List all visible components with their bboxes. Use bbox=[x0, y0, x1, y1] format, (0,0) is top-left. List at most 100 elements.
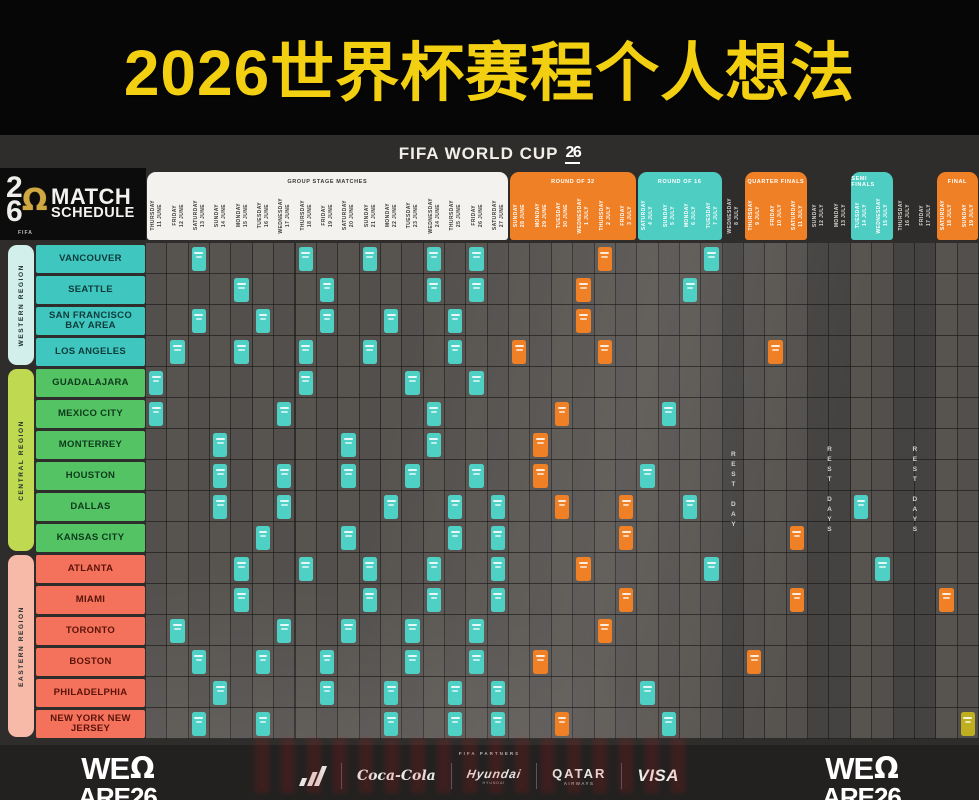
match-cell bbox=[448, 308, 463, 333]
sponsor-divider bbox=[450, 763, 452, 789]
match-cell bbox=[213, 494, 228, 519]
match-cell bbox=[362, 246, 377, 271]
region-label: EASTERN REGION bbox=[17, 605, 25, 687]
date-column-header: SATURDAY 18 JULY bbox=[936, 191, 957, 240]
date-column-header: FRIDAY 17 JULY bbox=[915, 191, 936, 240]
match-cell bbox=[554, 494, 570, 519]
grid-column-15-june bbox=[231, 243, 253, 739]
match-cell bbox=[426, 432, 441, 457]
visa-logo: VISA bbox=[637, 766, 680, 785]
grid-column-18-july bbox=[936, 243, 958, 739]
city-label-monterrey: MONTERREY bbox=[36, 430, 145, 459]
match-cell bbox=[170, 618, 185, 643]
match-cell bbox=[383, 308, 399, 333]
match-cell bbox=[448, 339, 463, 364]
date-day-label: THURSDAY bbox=[598, 200, 605, 231]
city-label-kansas-city: KANSAS CITY bbox=[36, 523, 145, 552]
date-day-label: MONDAY bbox=[684, 203, 691, 228]
match-cell bbox=[490, 525, 506, 550]
we-text: WE bbox=[81, 751, 130, 786]
footer-bar: WE Ω ARE26 FIFA PARTNERS Coca-Cola Hyund… bbox=[0, 745, 979, 800]
date-column-header: SATURDAY 27 JUNE bbox=[488, 191, 509, 240]
match-cell bbox=[426, 277, 441, 302]
date-number-label: 27 JUNE bbox=[498, 203, 505, 228]
date-day-label: SUNDAY bbox=[513, 203, 520, 228]
match-cell bbox=[618, 494, 634, 519]
date-number-label: 19 JUNE bbox=[328, 203, 335, 228]
city-label-seattle: SEATTLE bbox=[36, 275, 145, 304]
date-day-label: FRIDAY bbox=[470, 205, 477, 226]
logo-line-match: MATCH bbox=[51, 184, 132, 210]
hyundai-logo: Hyundai HYUNDAI bbox=[465, 767, 522, 785]
date-column-header: WEDNESDAY 1 JULY bbox=[573, 191, 594, 240]
match-cell bbox=[448, 711, 463, 736]
match-cell bbox=[191, 649, 207, 674]
match-cell bbox=[704, 556, 719, 581]
match-cell bbox=[597, 339, 612, 364]
city-label-boston: BOSTON bbox=[36, 647, 145, 676]
date-day-label: SATURDAY bbox=[940, 200, 947, 231]
date-day-label: FRIDAY bbox=[620, 205, 627, 226]
date-number-label: 26 JUNE bbox=[477, 203, 484, 228]
match-cell bbox=[490, 556, 506, 581]
match-cell bbox=[277, 463, 292, 488]
date-day-label: WEDNESDAY bbox=[278, 197, 285, 234]
region-label: WESTERN REGION bbox=[17, 263, 25, 347]
date-day-label: WEDNESDAY bbox=[876, 197, 883, 234]
date-column-header: TUESDAY 30 JUNE bbox=[552, 191, 573, 240]
match-cell bbox=[490, 494, 506, 519]
date-number-label: 17 JUNE bbox=[285, 203, 292, 228]
match-cell bbox=[597, 618, 612, 643]
date-day-label: TUESDAY bbox=[855, 202, 862, 229]
date-column-header: THURSDAY 18 JUNE bbox=[296, 191, 317, 240]
match-cell bbox=[618, 525, 634, 550]
match-cell bbox=[255, 711, 271, 736]
we-logo-line2-clipped: ARE26 bbox=[78, 782, 158, 800]
match-cell bbox=[341, 525, 356, 550]
fifa-26-logo: 26 bbox=[565, 144, 582, 164]
date-day-label: WEDNESDAY bbox=[577, 197, 584, 234]
date-number-label: 15 JUNE bbox=[242, 203, 249, 228]
date-number-label: 17 JULY bbox=[926, 204, 933, 227]
match-cell bbox=[255, 308, 271, 333]
sponsor-row: Coca-Cola Hyundai HYUNDAI QATAR AIRWAYS … bbox=[298, 763, 680, 789]
date-day-label: SUNDAY bbox=[363, 203, 370, 228]
date-column-header: THURSDAY 11 JUNE bbox=[146, 191, 167, 240]
date-day-label: TUESDAY bbox=[256, 202, 263, 229]
match-cell bbox=[341, 432, 356, 457]
match-cell bbox=[576, 556, 591, 581]
date-column-header: SATURDAY 11 JULY bbox=[787, 191, 808, 240]
date-number-label: 30 JUNE bbox=[562, 203, 569, 228]
match-cell bbox=[298, 556, 313, 581]
match-cell bbox=[875, 556, 890, 581]
city-label-los-angeles: LOS ANGELES bbox=[36, 337, 145, 366]
date-day-label: MONDAY bbox=[385, 203, 392, 228]
title-banner: 2026世界杯赛程个人想法 bbox=[0, 0, 979, 135]
date-column-header: SUNDAY 5 JULY bbox=[659, 191, 680, 240]
city-label-miami: MIAMI bbox=[36, 585, 145, 614]
grid-column-13-july bbox=[829, 243, 851, 739]
we-text: WE bbox=[825, 751, 874, 786]
date-column-header: WEDNESDAY 24 JUNE bbox=[424, 191, 445, 240]
match-cell bbox=[277, 401, 292, 426]
date-number-label: 15 JULY bbox=[883, 204, 890, 227]
match-cell bbox=[853, 494, 869, 519]
fifa-brand-text: FIFA WORLD CUP bbox=[398, 144, 559, 163]
page-title: 2026世界杯赛程个人想法 bbox=[123, 36, 856, 109]
section-label: ROUND OF 32 bbox=[551, 178, 595, 185]
trophy-icon: Ω bbox=[130, 750, 155, 785]
match-cell bbox=[661, 401, 676, 426]
city-label-mexico-city: MEXICO CITY bbox=[36, 399, 145, 428]
date-number-label: 20 JUNE bbox=[349, 203, 356, 228]
we-logo-line1: WE Ω bbox=[81, 750, 155, 786]
date-column-header: SUNDAY 12 JULY bbox=[808, 191, 829, 240]
match-cell bbox=[682, 494, 698, 519]
date-column-header: MONDAY 29 JUNE bbox=[530, 191, 551, 240]
match-cell bbox=[362, 587, 377, 612]
city-label-houston: HOUSTON bbox=[36, 461, 145, 490]
fifa-label: FIFA bbox=[18, 230, 33, 236]
match-cell bbox=[341, 463, 356, 488]
grid-column-14-june bbox=[210, 243, 232, 739]
grid-column-17-june bbox=[274, 243, 296, 739]
date-column-header: FRIDAY 26 JUNE bbox=[466, 191, 487, 240]
